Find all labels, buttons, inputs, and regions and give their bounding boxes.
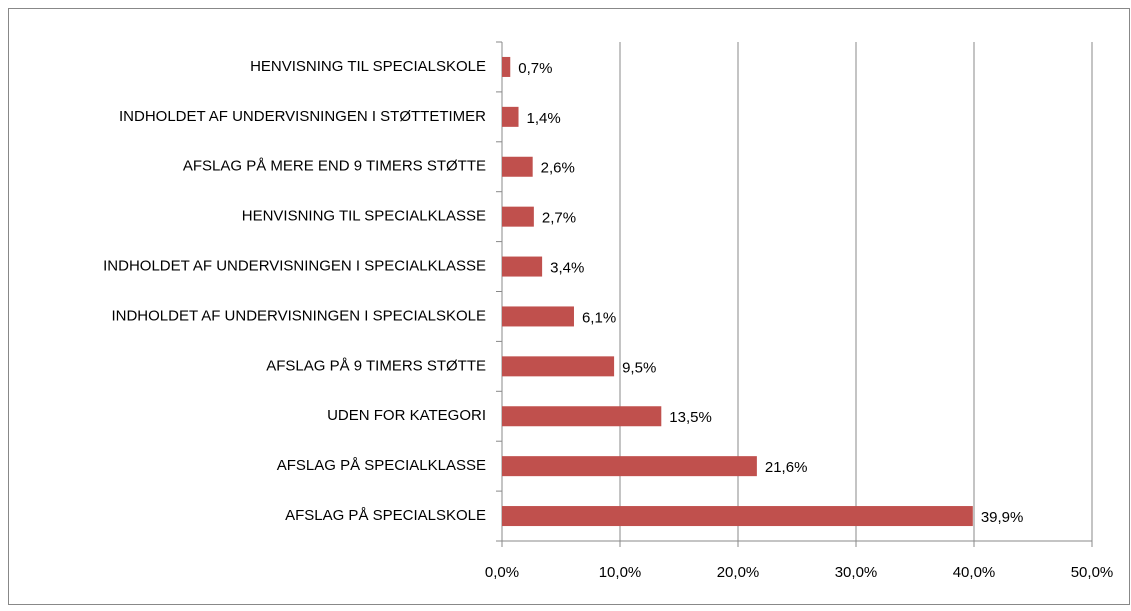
bar	[502, 306, 574, 327]
bar	[502, 506, 973, 527]
bar	[502, 406, 662, 427]
x-tick-label: 50,0%	[1071, 564, 1114, 581]
bar	[502, 456, 757, 477]
y-tick-label: HENVISNING TIL SPECIALKLASSE	[242, 208, 486, 225]
data-label: 2,6%	[541, 160, 575, 177]
y-tick-label: AFSLAG PÅ MERE END 9 TIMERS STØTTE	[183, 158, 486, 175]
x-tick-label: 0,0%	[485, 564, 519, 581]
y-tick-label: AFSLAG PÅ SPECIALSKOLE	[285, 507, 486, 524]
data-label: 2,7%	[542, 210, 576, 227]
x-tick-label: 40,0%	[953, 564, 996, 581]
bar	[502, 356, 615, 377]
data-label: 39,9%	[981, 509, 1024, 526]
bar	[502, 256, 543, 277]
bar	[502, 56, 511, 77]
data-label: 1,4%	[527, 110, 561, 127]
x-tick-label: 20,0%	[717, 564, 760, 581]
bar	[502, 106, 519, 127]
x-tick-label: 30,0%	[835, 564, 878, 581]
y-tick-label: INDHOLDET AF UNDERVISNINGEN I SPECIALKLA…	[103, 258, 486, 275]
data-label: 3,4%	[550, 260, 584, 277]
y-tick-label: UDEN FOR KATEGORI	[327, 407, 486, 424]
bar	[502, 206, 534, 227]
data-label: 13,5%	[669, 409, 712, 426]
data-label: 0,7%	[518, 60, 552, 77]
bar	[502, 156, 533, 177]
y-tick-label: INDHOLDET AF UNDERVISNINGEN I STØTTETIME…	[119, 108, 486, 125]
x-tick-label: 10,0%	[599, 564, 642, 581]
y-tick-label: INDHOLDET AF UNDERVISNINGEN I SPECIALSKO…	[111, 307, 486, 324]
data-label: 21,6%	[765, 459, 808, 476]
data-label: 6,1%	[582, 309, 616, 326]
y-tick-label: AFSLAG PÅ 9 TIMERS STØTTE	[266, 357, 486, 374]
data-label: 9,5%	[622, 359, 656, 376]
y-tick-label: HENVISNING TIL SPECIALSKOLE	[250, 58, 486, 75]
y-tick-label: AFSLAG PÅ SPECIALKLASSE	[277, 457, 486, 474]
